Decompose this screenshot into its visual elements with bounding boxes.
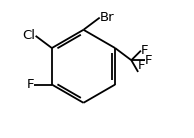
Text: Cl: Cl — [23, 29, 36, 42]
Text: F: F — [138, 59, 146, 72]
Text: F: F — [145, 54, 152, 67]
Text: F: F — [27, 78, 34, 91]
Text: F: F — [141, 44, 148, 57]
Text: Br: Br — [100, 11, 114, 24]
